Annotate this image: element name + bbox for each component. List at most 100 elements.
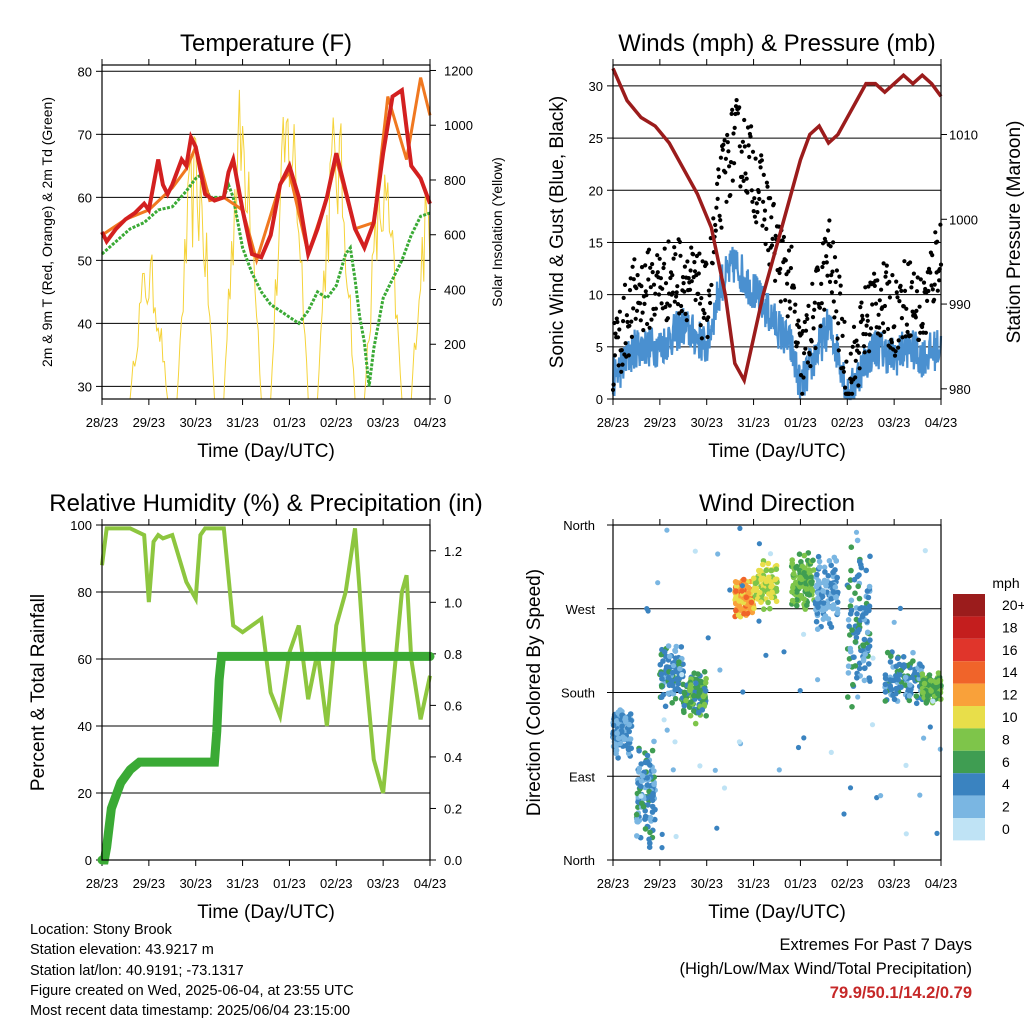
direction-point — [614, 718, 620, 724]
y-tick-label: South — [561, 686, 595, 701]
direction-point — [850, 681, 856, 688]
gust-point — [737, 105, 742, 110]
gust-point — [622, 282, 628, 287]
legend-swatch — [953, 683, 985, 706]
direction-point — [646, 844, 653, 850]
direction-point — [697, 687, 703, 694]
gust-point — [887, 279, 892, 284]
gust-point — [777, 270, 782, 276]
gust-point — [819, 301, 824, 306]
direction-point — [826, 558, 833, 564]
direction-point — [803, 586, 810, 593]
direction-point — [804, 591, 811, 597]
gust-point — [701, 315, 706, 320]
y2-tick-label: 990 — [949, 297, 971, 312]
direction-point — [897, 672, 903, 678]
direction-point — [816, 564, 823, 570]
gust-point — [913, 315, 918, 320]
gust-point — [617, 309, 623, 314]
x-tick-label: 03/23 — [878, 415, 911, 430]
direction-point — [930, 698, 936, 704]
y2-tick-label: 200 — [444, 337, 466, 352]
x-tick-label: 31/23 — [737, 876, 770, 891]
gust-point — [878, 333, 883, 338]
gust-point — [909, 280, 915, 285]
direction-point — [815, 677, 821, 683]
extremes-box: Extremes For Past 7 Days (High/Low/Max W… — [679, 933, 972, 1005]
gust-point — [882, 303, 888, 309]
direction-point — [767, 605, 773, 612]
direction-point — [705, 635, 711, 641]
gust-point — [863, 332, 869, 337]
direction-point — [739, 583, 746, 589]
direction-point — [679, 672, 685, 678]
direction-point — [644, 775, 650, 781]
direction-point — [825, 616, 832, 622]
gust-point — [663, 304, 668, 310]
direction-point — [633, 811, 640, 818]
gust-point — [740, 174, 745, 179]
y2-tick-label: 0.2 — [444, 801, 462, 816]
gust-point — [692, 260, 697, 265]
direction-point — [672, 648, 679, 654]
direction-point — [617, 740, 624, 747]
direction-point — [659, 845, 665, 851]
direction-point — [664, 727, 670, 733]
gust-point — [834, 309, 839, 314]
gust-point — [831, 240, 836, 245]
gust-point — [757, 196, 762, 202]
gust-point — [867, 332, 872, 337]
gust-point — [834, 268, 840, 273]
gust-point — [827, 218, 832, 223]
direction-point — [652, 816, 658, 823]
gust-point — [877, 298, 882, 303]
x-tick-label: 01/23 — [784, 415, 817, 430]
gust-point — [899, 316, 905, 321]
gust-point — [926, 288, 931, 294]
gust-point — [841, 369, 847, 374]
gust-point — [615, 319, 620, 325]
gust-point — [788, 306, 793, 311]
gust-point — [915, 275, 920, 280]
direction-point — [763, 652, 769, 658]
direction-point — [889, 649, 895, 655]
direction-point — [721, 785, 728, 791]
direction-point — [901, 663, 907, 670]
gust-point — [791, 285, 797, 290]
direction-point — [860, 655, 867, 662]
direction-point — [675, 680, 681, 687]
direction-point — [920, 689, 926, 696]
direction-point — [660, 658, 666, 664]
gust-point — [900, 335, 905, 340]
direction-point — [651, 781, 657, 788]
gust-point — [810, 281, 815, 286]
direction-point — [848, 597, 855, 604]
direction-point — [882, 681, 889, 688]
gust-point — [749, 124, 754, 129]
direction-point — [867, 553, 873, 560]
gust-point — [701, 307, 706, 313]
gust-point — [630, 264, 635, 269]
gust-point — [860, 313, 865, 318]
gust-point — [616, 363, 621, 368]
gust-point — [894, 279, 899, 284]
gust-point — [670, 290, 676, 295]
gust-point — [785, 314, 790, 319]
gust-point — [873, 301, 879, 306]
x-tick-label: 28/23 — [86, 876, 119, 891]
gust-point — [896, 345, 901, 350]
gust-point — [711, 216, 716, 221]
gust-point — [674, 290, 679, 295]
direction-point — [847, 603, 854, 609]
direction-point — [866, 603, 873, 609]
gust-point — [638, 318, 643, 323]
direction-point — [765, 560, 772, 567]
gust-point — [646, 247, 652, 252]
direction-point — [917, 661, 923, 668]
legend-label: 16 — [1002, 642, 1018, 658]
direction-point — [745, 584, 752, 591]
gust-point — [687, 287, 693, 292]
direction-point — [741, 610, 747, 617]
legend-label: 2 — [1002, 799, 1010, 815]
gust-point — [863, 285, 868, 290]
